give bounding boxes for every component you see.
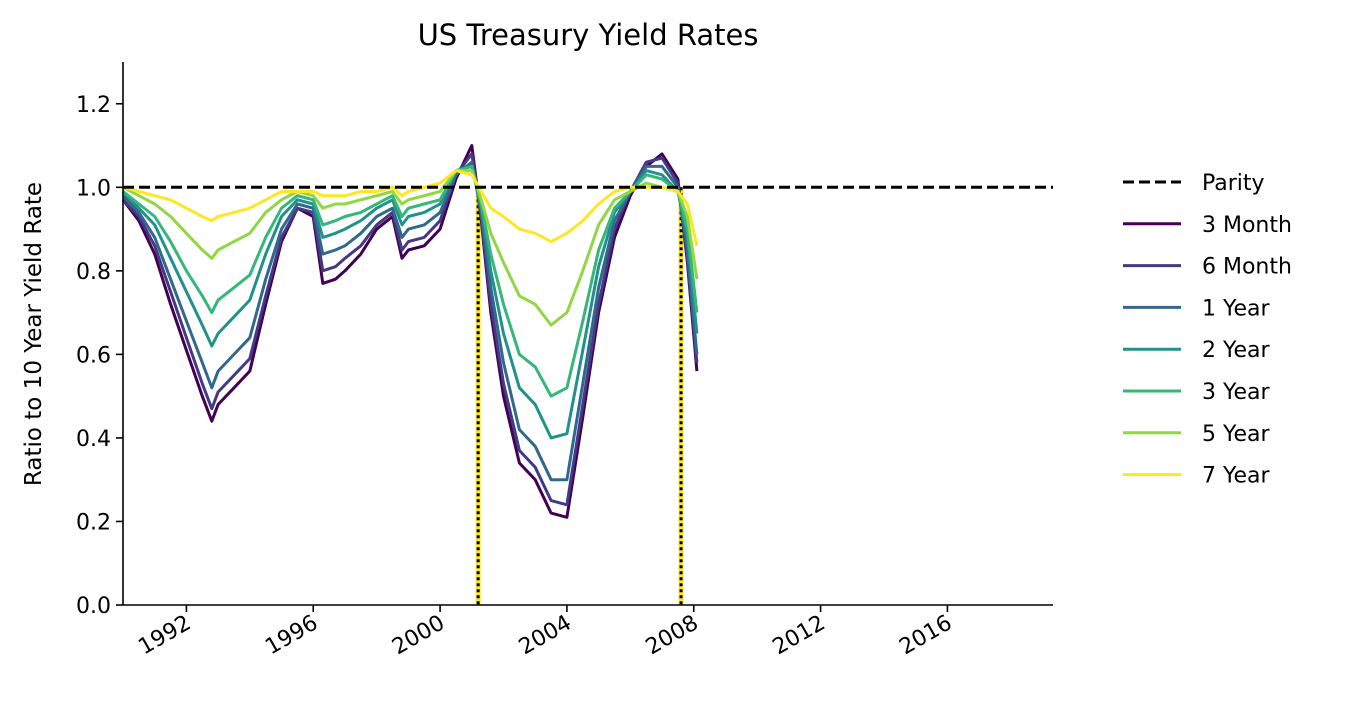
legend-label: 7 Year xyxy=(1202,464,1271,489)
legend: Parity 3 Month 6 Month 1 Year 2 Year 3 Year 5 … xyxy=(1123,171,1292,489)
series-line-2-year xyxy=(121,164,699,440)
x-tick-label: 2008 xyxy=(642,611,703,661)
series-line-7-year xyxy=(122,169,699,247)
legend-label: 1 Year xyxy=(1202,296,1271,321)
legend-label: 6 Month xyxy=(1202,255,1292,280)
y-tick-label: 1.0 xyxy=(76,176,111,201)
axes: 0.0 0.2 0.4 0.6 0.8 1.0 1.2 1992 1996 2000 2004 200… xyxy=(76,62,1053,660)
series-line-1-year xyxy=(121,160,699,482)
series-line-6-month xyxy=(121,152,699,507)
y-tick-label: 0.2 xyxy=(76,510,111,535)
vertical-markers xyxy=(475,187,684,605)
series-line-5-year xyxy=(122,169,699,327)
legend-label: 3 Month xyxy=(1202,213,1292,238)
x-tick-label: 1996 xyxy=(261,611,322,661)
series-line-3-month xyxy=(121,144,699,519)
y-tick-label: 1.2 xyxy=(76,93,111,118)
x-tick-label: 1992 xyxy=(134,611,195,661)
x-tick-label: 2000 xyxy=(388,611,449,661)
y-tick-label: 0.4 xyxy=(76,427,111,452)
x-tick-label: 2012 xyxy=(769,611,830,661)
chart-title: US Treasury Yield Rates xyxy=(418,18,759,52)
x-tick-label: 2016 xyxy=(895,611,956,661)
y-axis-label: Ratio to 10 Year Yield Rate xyxy=(21,182,47,486)
y-tick-label: 0.6 xyxy=(76,343,111,368)
y-tick-label: 0.0 xyxy=(76,594,111,619)
legend-label: 3 Year xyxy=(1202,380,1271,405)
series-lines xyxy=(121,144,699,519)
legend-label: 5 Year xyxy=(1202,422,1271,447)
legend-label: 2 Year xyxy=(1202,338,1271,363)
y-tick-label: 0.8 xyxy=(76,260,111,285)
series-line-3-year xyxy=(122,164,699,398)
legend-label: Parity xyxy=(1202,171,1265,196)
x-tick-label: 2004 xyxy=(515,611,576,661)
